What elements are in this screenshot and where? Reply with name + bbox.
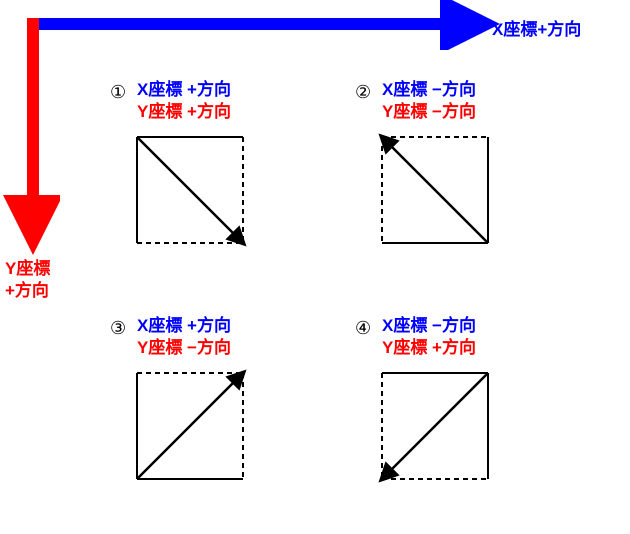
y-axis-label: Y座標+方向 xyxy=(5,258,50,302)
quadrant-1-y-label: Y座標 +方向 xyxy=(137,101,231,123)
quadrant-3-number: ③ xyxy=(110,318,126,339)
quadrant-4-box xyxy=(382,373,488,479)
quadrant-3-x-label: X座標 +方向 xyxy=(137,315,231,337)
quadrant-4-labels: X座標 −方向 Y座標 +方向 xyxy=(382,315,476,359)
quadrant-3-labels: X座標 +方向 Y座標 −方向 xyxy=(137,315,231,359)
quadrant-4-y-label: Y座標 +方向 xyxy=(382,337,476,359)
quadrant-4-x-label: X座標 −方向 xyxy=(382,315,476,337)
quadrant-3-box xyxy=(137,373,243,479)
quadrant-2-labels: X座標 −方向 Y座標 −方向 xyxy=(382,79,476,123)
x-axis-label: X座標+方向 xyxy=(492,15,581,40)
quadrant-1-number: ① xyxy=(110,82,126,103)
quadrant-1-box xyxy=(137,137,243,243)
quadrant-2-number: ② xyxy=(355,82,371,103)
quadrant-1-x-label: X座標 +方向 xyxy=(137,79,231,101)
y-axis-arrow xyxy=(0,0,60,260)
quadrant-2-x-label: X座標 −方向 xyxy=(382,79,476,101)
quadrant-4-number: ④ xyxy=(355,318,371,339)
quadrant-2-box xyxy=(382,137,488,243)
quadrant-2-y-label: Y座標 −方向 xyxy=(382,101,476,123)
quadrant-3-y-label: Y座標 −方向 xyxy=(137,337,231,359)
quadrant-1-labels: X座標 +方向 Y座標 +方向 xyxy=(137,79,231,123)
